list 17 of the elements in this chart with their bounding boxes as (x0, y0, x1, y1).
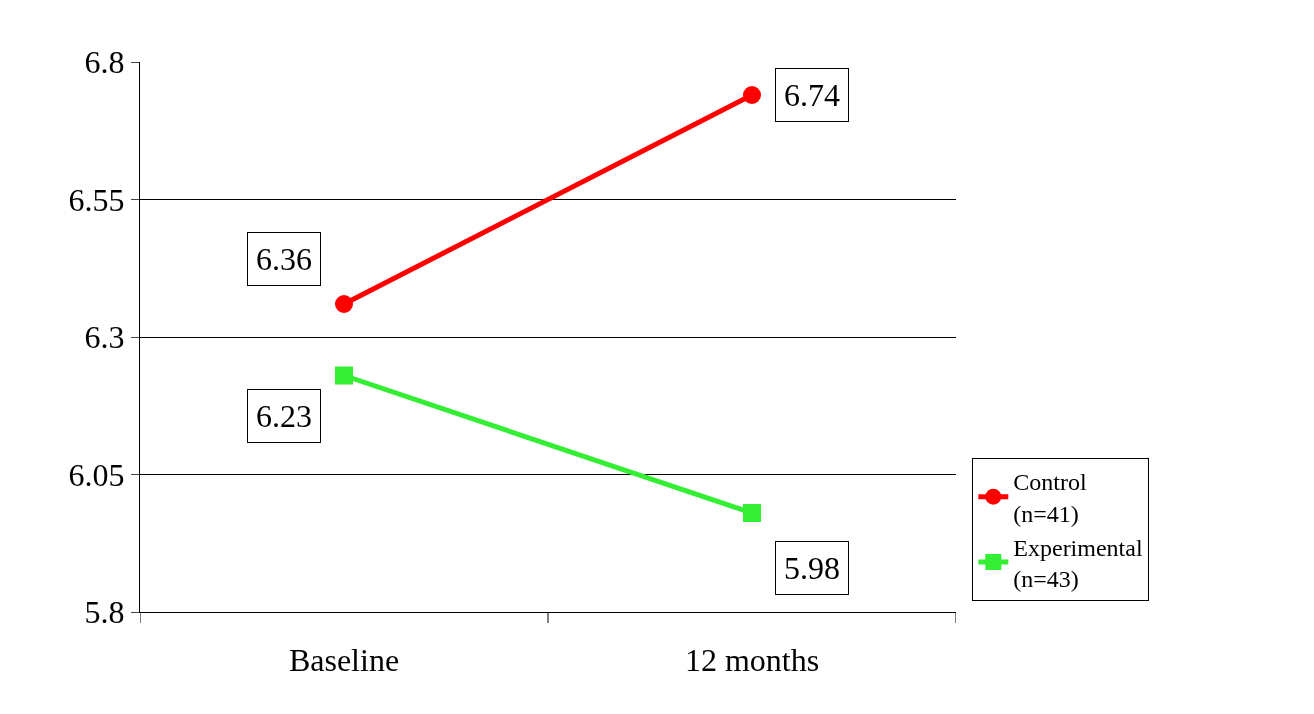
legend-label: Experimental (n=43) (1013, 534, 1143, 593)
y-tick-label: 5.8 (84, 594, 125, 631)
y-tick-label: 6.8 (84, 44, 125, 81)
point (335, 366, 353, 385)
legend-label: Control (n=41) (1013, 469, 1087, 527)
data-label: 5.98 (784, 550, 840, 586)
y-tick-label: 6.05 (68, 456, 125, 493)
data-label: 6.36 (256, 241, 312, 277)
y-tick-label: 6.55 (68, 181, 125, 218)
point (743, 86, 761, 104)
point (335, 295, 353, 313)
x-tick-label: 12 months (684, 642, 820, 679)
data-label: 6.74 (784, 77, 840, 113)
y-tick-label: 6.3 (84, 319, 125, 356)
point (743, 504, 761, 522)
data-label: 6.23 (256, 398, 312, 434)
x-tick-label: Baseline (288, 642, 400, 679)
